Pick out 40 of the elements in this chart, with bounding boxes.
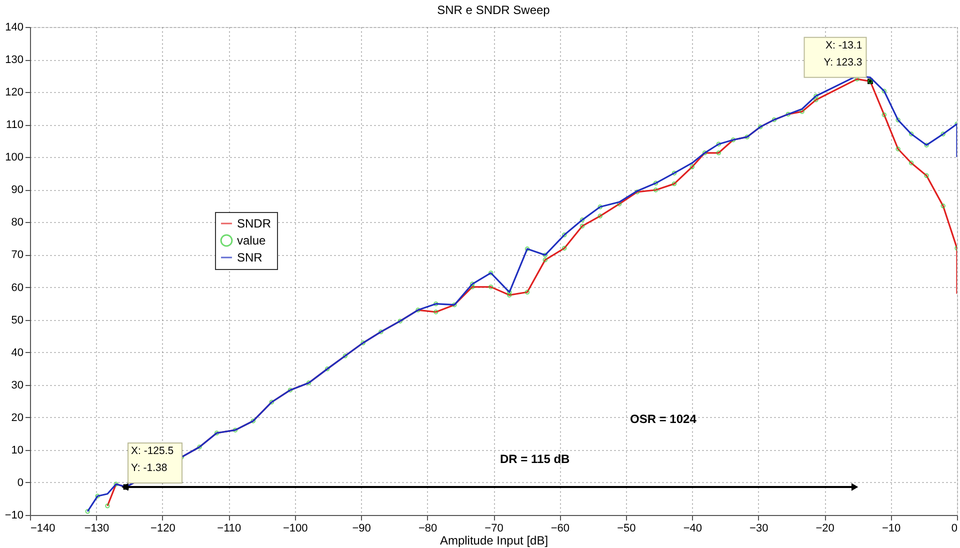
x-tick-label: −10 — [882, 522, 901, 534]
x-tick-label: −80 — [418, 522, 438, 534]
y-tick-label: 130 — [5, 54, 24, 66]
annotation: OSR = 1024 — [630, 412, 697, 426]
x-tick-label: −70 — [484, 522, 504, 534]
x-tick-label: −130 — [84, 522, 110, 534]
annotation: X: -125.5 Y: -1.38 — [131, 444, 174, 474]
y-tick-label: 10 — [11, 444, 24, 456]
y-tick-label: 90 — [11, 184, 24, 196]
y-tick-label: 40 — [11, 346, 24, 359]
x-tick-label: −100 — [282, 522, 308, 534]
x-tick-label: −140 — [30, 522, 56, 534]
y-tick-label: 20 — [11, 412, 24, 424]
x-tick-label: −60 — [550, 522, 570, 534]
x-tick-label: −110 — [217, 522, 242, 534]
x-tick-label: −90 — [352, 522, 371, 534]
x-axis-title: Amplitude Input [dB] — [440, 534, 548, 548]
legend-label: SNR — [237, 250, 263, 264]
y-tick-label: 60 — [11, 282, 24, 294]
legend-label: SNDR — [237, 216, 272, 230]
x-tick-label: 0 — [951, 522, 958, 534]
y-tick-label: 70 — [11, 249, 24, 262]
x-tick-label: −40 — [683, 522, 702, 534]
y-tick-label: 110 — [6, 119, 24, 132]
chart-title: SNR e SNDR Sweep — [437, 3, 550, 17]
x-tick-label: −20 — [816, 522, 834, 534]
y-tick-label: 140 — [5, 22, 24, 34]
annotation: DR = 115 dB — [500, 452, 570, 466]
y-tick-label: 50 — [11, 314, 24, 326]
y-tick-label: 30 — [11, 379, 24, 392]
y-tick-label: 80 — [11, 216, 24, 229]
y-tick-label: 120 — [5, 86, 24, 99]
annotation: X: -13.1 Y: 123.3 — [824, 39, 862, 68]
y-tick-label: 0 — [17, 476, 24, 489]
y-tick-label: 100 — [5, 152, 24, 164]
x-tick-label: −30 — [750, 522, 768, 534]
x-tick-label: −50 — [617, 522, 636, 534]
legend-label: value — [237, 234, 266, 248]
y-tick-label: −10 — [4, 510, 24, 522]
x-tick-label: −120 — [150, 522, 176, 534]
